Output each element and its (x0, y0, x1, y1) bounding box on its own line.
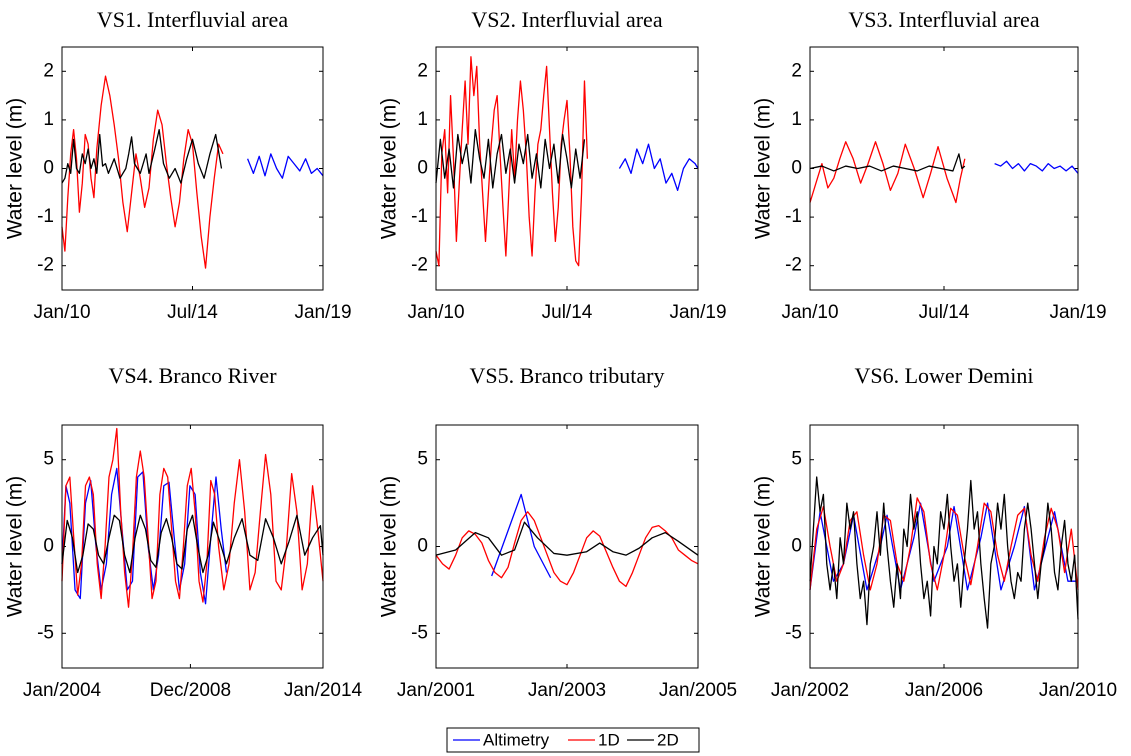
y-tick-label: 2 (791, 60, 802, 81)
y-tick-label: 2 (417, 60, 428, 81)
x-tick-label: Jan/19 (294, 302, 351, 323)
x-tick-label: Dec/2008 (150, 680, 231, 701)
y-tick-label: -1 (411, 206, 428, 227)
x-tick-label: Jan/19 (1049, 302, 1106, 323)
y-tick-label: 5 (791, 449, 802, 470)
series-line (491, 493, 552, 579)
legend-label: 2D (657, 730, 679, 749)
series-line (435, 511, 699, 588)
chart-title: VS6. Lower Demini (854, 363, 1033, 388)
chart-title: VS3. Interfluvial area (848, 7, 1039, 32)
y-tick-label: 1 (791, 109, 802, 130)
y-tick-label: -5 (785, 622, 802, 643)
series-line (61, 75, 224, 269)
chart-title: VS1. Interfluvial area (97, 7, 288, 32)
series-line (809, 153, 966, 172)
x-tick-label: Jan/2014 (284, 680, 363, 701)
y-tick-label: 0 (791, 536, 802, 557)
y-tick-label: 0 (43, 536, 54, 557)
x-tick-label: Jul/14 (919, 302, 970, 323)
y-tick-label: 0 (791, 158, 802, 179)
y-tick-label: 5 (43, 449, 54, 470)
plot-area (810, 425, 1078, 668)
y-tick-label: -1 (37, 206, 54, 227)
series-line (809, 476, 1079, 629)
x-tick-label: Jan/2010 (1039, 680, 1117, 701)
series-line (809, 497, 1079, 591)
y-tick-label: 2 (43, 60, 54, 81)
plot-frame (809, 46, 1079, 291)
y-tick-label: 0 (417, 536, 428, 557)
legend-label: Altimetry (483, 730, 550, 749)
series-line (61, 128, 223, 184)
chart-title: VS4. Branco River (108, 363, 277, 388)
series-line (435, 521, 699, 556)
x-tick-label: Jan/2003 (528, 680, 606, 701)
y-tick-label: -1 (785, 206, 802, 227)
chart-title: VS5. Branco tributary (470, 363, 665, 388)
y-axis-label: Water level (m) (378, 98, 401, 240)
x-tick-label: Jan/2002 (771, 680, 849, 701)
y-tick-label: 0 (417, 158, 428, 179)
x-tick-label: Jan/10 (781, 302, 838, 323)
x-tick-label: Jan/2004 (23, 680, 102, 701)
series-line (618, 143, 699, 192)
plot-frame (435, 424, 699, 669)
plot-area (436, 425, 698, 668)
plot-frame (61, 424, 324, 669)
plot-area (62, 47, 323, 290)
y-tick-label: -5 (37, 622, 54, 643)
y-axis-label: Water level (m) (4, 476, 27, 618)
x-tick-label: Jan/2006 (905, 680, 983, 701)
y-axis-label: Water level (m) (378, 476, 401, 618)
x-tick-label: Jan/10 (33, 302, 90, 323)
plot-frame (61, 46, 324, 291)
x-tick-label: Jan/2001 (397, 680, 475, 701)
y-tick-label: 1 (43, 109, 54, 130)
x-tick-label: Jan/19 (669, 302, 726, 323)
y-tick-label: -2 (37, 255, 54, 276)
y-tick-label: -2 (785, 255, 802, 276)
series-line (435, 128, 586, 189)
plot-area (62, 425, 323, 668)
plot-frame (435, 46, 699, 291)
chart-title: VS2. Interfluvial area (471, 7, 662, 32)
y-axis-label: Water level (m) (4, 98, 27, 240)
series-line (246, 153, 324, 179)
series-line (994, 160, 1079, 174)
y-tick-label: -5 (411, 622, 428, 643)
plot-frame (809, 424, 1079, 669)
x-tick-label: Jan/10 (407, 302, 464, 323)
y-tick-label: 1 (417, 109, 428, 130)
x-tick-label: Jul/14 (167, 302, 218, 323)
x-tick-label: Jul/14 (542, 302, 593, 323)
x-tick-label: Jan/2005 (659, 680, 737, 701)
series-line (809, 141, 966, 204)
y-tick-label: -2 (411, 255, 428, 276)
y-tick-label: 5 (417, 449, 428, 470)
series-line (61, 427, 324, 608)
legend-label: 1D (598, 730, 620, 749)
series-line (61, 514, 324, 574)
y-tick-label: 0 (43, 158, 54, 179)
y-axis-label: Water level (m) (752, 476, 775, 618)
y-axis-label: Water level (m) (752, 98, 775, 240)
